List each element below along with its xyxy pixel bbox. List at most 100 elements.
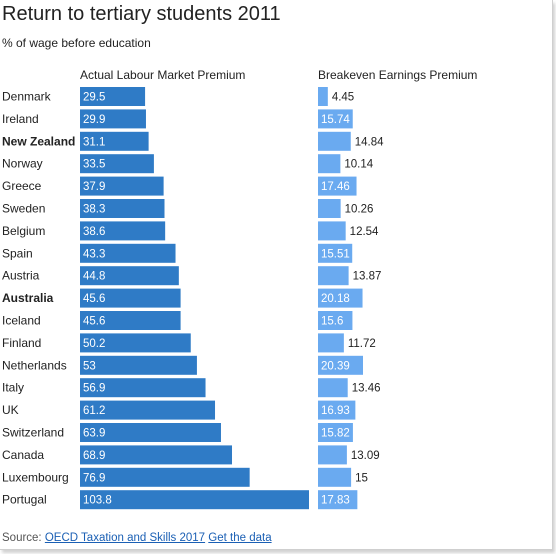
- actual-value-norway: 33.5: [83, 159, 105, 171]
- country-label-canada: Canada: [2, 448, 44, 462]
- breakeven-value-spain: 15.51: [321, 248, 350, 260]
- breakeven-value-ireland: 15.74: [321, 114, 350, 126]
- chart-subtitle: % of wage before education: [2, 36, 151, 50]
- breakeven-value-finland: 11.72: [348, 338, 376, 350]
- breakeven-bar-netherlands: [318, 355, 363, 375]
- country-label-uk: UK: [2, 403, 19, 417]
- breakeven-value-norway: 10.14: [344, 159, 373, 171]
- actual-value-iceland: 45.6: [83, 316, 105, 328]
- country-label-luxembourg: Luxembourg: [2, 470, 69, 484]
- breakeven-value-switzerland: 15.82: [321, 428, 350, 440]
- actual-value-luxembourg: 76.9: [83, 472, 105, 484]
- breakeven-value-australia: 20.18: [321, 293, 350, 305]
- actual-value-spain: 43.3: [83, 248, 105, 260]
- actual-value-uk: 61.2: [83, 405, 105, 417]
- actual-value-belgium: 38.6: [83, 226, 105, 238]
- actual-value-austria: 44.8: [83, 271, 105, 283]
- actual-value-switzerland: 63.9: [83, 428, 105, 440]
- country-label-sweden: Sweden: [2, 202, 45, 216]
- breakeven-bar-switzerland: [318, 423, 353, 442]
- country-label-portugal: Portugal: [2, 493, 47, 507]
- breakeven-value-netherlands: 20.39: [321, 360, 350, 372]
- breakeven-bar-luxembourg: [318, 467, 352, 487]
- actual-bar-denmark: [80, 87, 146, 106]
- actual-bar-spain: [80, 243, 176, 263]
- actual-value-netherlands: 53: [83, 360, 96, 372]
- source-prefix: Source:: [2, 532, 42, 544]
- breakeven-value-iceland: 15.6: [321, 316, 343, 328]
- country-label-italy: Italy: [2, 381, 24, 395]
- breakeven-bar-italy: [318, 378, 348, 398]
- actual-value-australia: 45.6: [83, 293, 105, 305]
- country-label-iceland: Iceland: [2, 314, 41, 328]
- country-label-norway: Norway: [2, 157, 43, 171]
- source-link[interactable]: OECD Taxation and Skills 2017: [44, 532, 206, 544]
- country-label-finland: Finland: [2, 336, 41, 350]
- column-header-actual: Actual Labour Market Premium: [80, 68, 245, 82]
- breakeven-bar-canada: [318, 445, 347, 465]
- breakeven-value-uk: 16.93: [321, 405, 350, 417]
- breakeven-bar-finland: [318, 333, 344, 353]
- breakeven-bar-australia: [318, 288, 363, 308]
- actual-value-sweden: 38.3: [83, 204, 105, 216]
- breakeven-bar-portugal: [318, 490, 358, 510]
- bar-chart: Actual Labour Market Premium Breakeven Ea…: [2, 68, 477, 510]
- actual-bar-netherlands: [80, 355, 197, 375]
- breakeven-bar-austria: [318, 266, 349, 286]
- country-label-belgium: Belgium: [2, 224, 45, 238]
- actual-value-finland: 50.2: [83, 338, 105, 350]
- actual-bar-austria: [80, 266, 179, 286]
- breakeven-value-portugal: 17.83: [321, 495, 350, 507]
- breakeven-value-denmark: 4.45: [332, 92, 354, 104]
- breakeven-bar-ireland: [318, 109, 353, 129]
- get-data-link[interactable]: Get the data: [208, 532, 272, 544]
- actual-value-portugal: 103.8: [83, 495, 112, 507]
- source-line: Source: OECD Taxation and Skills 2017 Ge…: [2, 532, 272, 544]
- actual-bar-canada: [80, 445, 233, 465]
- country-label-netherlands: Netherlands: [2, 358, 67, 372]
- breakeven-bar-spain: [318, 243, 353, 263]
- actual-value-italy: 56.9: [83, 383, 105, 395]
- breakeven-value-belgium: 12.54: [350, 226, 379, 238]
- actual-bar-sweden: [80, 199, 165, 218]
- actual-bar-greece: [80, 176, 164, 196]
- country-label-spain: Spain: [2, 246, 33, 260]
- column-header-breakeven: Breakeven Earnings Premium: [318, 68, 477, 82]
- breakeven-value-canada: 13.09: [351, 450, 380, 462]
- actual-bar-portugal: [80, 490, 309, 510]
- actual-bar-ireland: [80, 109, 146, 129]
- breakeven-value-sweden: 10.26: [345, 204, 374, 216]
- breakeven-bar-denmark: [318, 87, 328, 106]
- actual-value-canada: 68.9: [83, 450, 105, 462]
- breakeven-bar-new-zealand: [318, 131, 351, 151]
- actual-bar-norway: [80, 154, 154, 174]
- country-label-greece: Greece: [2, 179, 42, 193]
- country-label-switzerland: Switzerland: [2, 426, 64, 440]
- country-label-new-zealand: New Zealand: [2, 134, 75, 148]
- breakeven-value-italy: 13.46: [352, 383, 381, 395]
- actual-bar-australia: [80, 288, 181, 308]
- actual-bar-iceland: [80, 311, 181, 330]
- country-label-denmark: Denmark: [2, 90, 52, 104]
- breakeven-value-luxembourg: 15: [355, 472, 368, 484]
- breakeven-value-greece: 17.46: [321, 181, 350, 193]
- actual-bar-luxembourg: [80, 467, 250, 487]
- actual-value-ireland: 29.9: [83, 114, 105, 126]
- breakeven-value-austria: 13.87: [353, 271, 382, 283]
- actual-value-greece: 37.9: [83, 181, 105, 193]
- actual-value-new-zealand: 31.1: [83, 136, 105, 148]
- breakeven-bar-sweden: [318, 199, 341, 218]
- actual-bar-belgium: [80, 221, 166, 241]
- breakeven-bar-uk: [318, 400, 356, 420]
- breakeven-value-new-zealand: 14.84: [355, 136, 384, 148]
- actual-bar-new-zealand: [80, 131, 149, 151]
- actual-value-denmark: 29.5: [83, 92, 105, 104]
- country-label-austria: Austria: [2, 269, 40, 283]
- actual-bar-finland: [80, 333, 191, 353]
- breakeven-bar-norway: [318, 154, 341, 174]
- breakeven-bar-belgium: [318, 221, 346, 241]
- breakeven-bar-iceland: [318, 311, 353, 330]
- actual-bar-uk: [80, 400, 216, 420]
- actual-bar-italy: [80, 378, 206, 398]
